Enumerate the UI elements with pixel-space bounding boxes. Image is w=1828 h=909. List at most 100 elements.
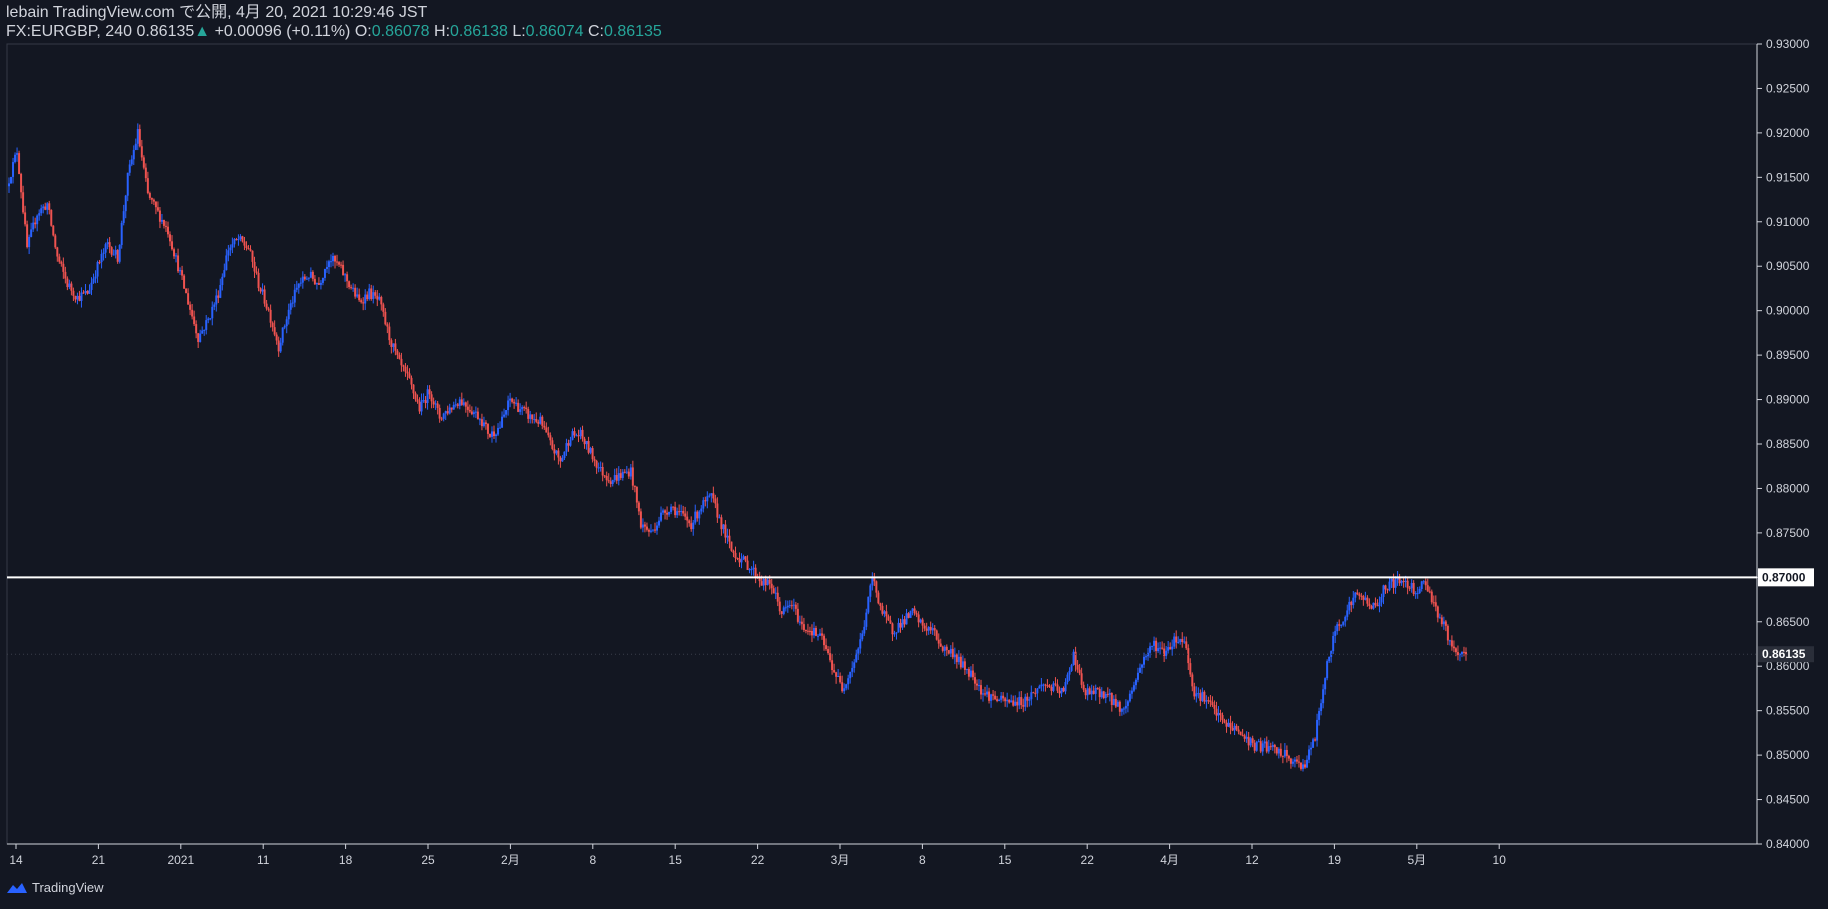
candle-down [1450, 640, 1453, 647]
candle-up [1245, 736, 1248, 739]
candle-down [835, 672, 838, 677]
candle-down [1191, 674, 1194, 687]
candle-up [84, 290, 87, 293]
candle-up [953, 654, 956, 658]
candle-down [831, 660, 834, 671]
candle-down [559, 457, 562, 462]
candle-up [909, 610, 912, 618]
price-tick-label: 0.91500 [1766, 170, 1810, 184]
candle-up [1014, 701, 1017, 706]
candle-up [281, 327, 284, 343]
price-tick-label: 0.90000 [1766, 304, 1810, 318]
candle-down [823, 635, 826, 646]
candle-up [490, 431, 493, 437]
candle-up [1134, 679, 1137, 686]
candle-down [583, 438, 586, 445]
candle-series [8, 123, 1467, 772]
candle-up [1348, 601, 1351, 611]
candle-up [219, 285, 222, 298]
candle-up [1420, 581, 1423, 590]
candle-up [969, 670, 972, 677]
candle-down [440, 418, 443, 420]
candle-down [891, 623, 894, 635]
candle-down [348, 281, 351, 288]
candle-up [213, 304, 216, 307]
candle-up [621, 471, 624, 478]
candle-down [64, 271, 67, 279]
candle-down [744, 556, 747, 561]
candle-down [58, 256, 61, 262]
last-price-label: 0.86135 [1762, 647, 1806, 661]
candle-down [941, 646, 944, 651]
candle-down [402, 365, 405, 367]
candle-down [1034, 693, 1037, 695]
candle-up [1036, 688, 1039, 694]
candle-up [495, 434, 498, 437]
candle-up [1257, 741, 1260, 743]
candle-down [879, 603, 882, 606]
candle-down [1062, 687, 1065, 692]
candle-down [408, 373, 411, 378]
candle-down [595, 460, 598, 468]
candle-down [354, 287, 357, 297]
candle-down [1426, 585, 1429, 592]
candle-up [68, 283, 71, 288]
candle-up [1261, 743, 1264, 752]
symbol-label: FX:EURGBP, 240 [6, 23, 132, 40]
candle-up [1410, 582, 1413, 589]
up-arrow-icon: ▲ [194, 23, 211, 40]
candle-up [1301, 764, 1304, 769]
candle-down [470, 411, 473, 415]
candle-down [1193, 686, 1196, 697]
candle-up [1006, 699, 1009, 702]
candle-up [1038, 686, 1041, 689]
candle-up [1438, 617, 1441, 619]
candle-down [394, 343, 397, 351]
candle-up [702, 500, 705, 509]
candle-up [1344, 616, 1347, 622]
candle-down [988, 691, 991, 701]
candle-up [503, 414, 506, 417]
candle-down [525, 407, 528, 410]
candle-up [209, 318, 212, 320]
candle-down [531, 414, 534, 420]
candle-up [943, 646, 946, 651]
candle-up [227, 250, 230, 256]
candle-up [472, 412, 475, 415]
candle-up [497, 427, 500, 435]
candle-down [342, 264, 345, 276]
candle-down [257, 272, 260, 289]
candle-up [1378, 602, 1381, 607]
candle-down [259, 288, 262, 292]
price-tick-label: 0.93000 [1766, 37, 1810, 51]
candle-down [1175, 636, 1178, 643]
candle-up [859, 639, 862, 649]
candle-down [994, 695, 997, 700]
candle-up [1143, 656, 1146, 665]
candle-up [700, 508, 703, 512]
candle-up [563, 451, 566, 459]
candle-down [730, 541, 733, 551]
candle-down [1247, 736, 1250, 746]
candle-up [96, 262, 99, 277]
candle-down [1118, 701, 1121, 712]
candle-down [647, 529, 650, 532]
brand[interactable]: TradingView [6, 880, 104, 895]
candle-down [637, 502, 640, 512]
candle-up [1042, 684, 1045, 686]
candle-up [837, 675, 840, 677]
candle-up [774, 592, 777, 594]
candle-up [128, 164, 131, 173]
candle-up [307, 277, 310, 279]
candle-down [404, 366, 407, 372]
candle-down [390, 340, 393, 347]
candle-down [889, 620, 892, 624]
candle-down [142, 157, 145, 168]
candle-down [1358, 594, 1361, 596]
candle-down [615, 475, 618, 481]
candle-up [670, 506, 673, 512]
candle-up [1126, 701, 1129, 706]
candle-down [1454, 648, 1457, 653]
candle-up [1040, 684, 1043, 687]
